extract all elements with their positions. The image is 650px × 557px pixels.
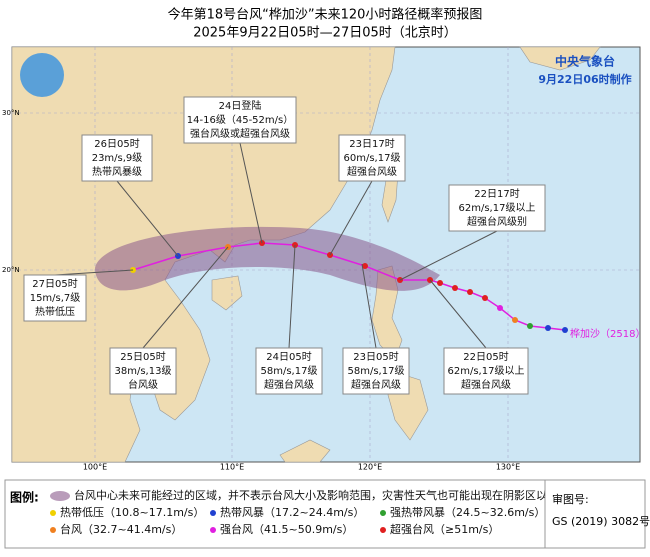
hainan (211, 275, 243, 311)
annotation-box (338, 134, 406, 182)
approval-number: GS (2019) 3082号 (552, 515, 650, 528)
annotation-text: 60m/s,17级 (344, 152, 401, 164)
annotation-text: 14-16级（45-52m/s） (187, 114, 293, 126)
leader-line (288, 244, 296, 349)
legend-dot (50, 527, 56, 533)
annotation-text: 24日登陆 (219, 99, 262, 112)
annotation-text: 62m/s,17级以上 (459, 202, 536, 214)
annotation-box (81, 134, 153, 182)
annotation-box (255, 347, 323, 395)
annotations: 24日登陆 14-16级（45-52m/s）强台风级或超强台风级 26日05时 23m… (23, 96, 546, 395)
lat-label: 30°N (2, 109, 20, 117)
annotation-text: 热带低压 (35, 305, 75, 318)
approval-label: 审图号: (552, 492, 589, 506)
annotation-text: 25日05时 (120, 351, 165, 363)
legend-box (4, 479, 546, 549)
annotation-text: 23日05时 (353, 351, 398, 363)
lat-label: 20°N (2, 266, 20, 274)
annotation-text: 23日17时 (349, 138, 394, 150)
annotation-box (448, 184, 546, 232)
annotation-text: 22日17时 (474, 188, 519, 200)
annotation-text: 62m/s,17级以上 (448, 365, 525, 377)
legend-item: 超强台风（≥51m/s） (390, 522, 499, 536)
annotation-box (183, 96, 297, 144)
annotation-text: 超强台风级 (351, 378, 401, 391)
leader-line (239, 142, 263, 244)
legend-dot (380, 510, 386, 516)
legend-dot (50, 510, 56, 516)
leader-line (116, 180, 179, 257)
legend-dot (380, 527, 386, 533)
map: 桦加沙（2518） 中央气象台 9月22日06时制作 (11, 46, 645, 463)
approval-box (544, 479, 646, 549)
cone-text: 台风中心未来可能经过的区域，并不表示台风大小及影响范围，灾害性天气也可能出现在阴… (74, 488, 558, 502)
legend-item: 强热带风暴（24.5~32.6m/s） (390, 506, 545, 519)
borneo (279, 439, 331, 463)
legend-dot (210, 510, 216, 516)
legend-item: 强台风（41.5~50.9m/s） (220, 522, 353, 536)
annotation-text: 超强台风级 (264, 378, 314, 391)
annotation-text: 58m/s,17级 (348, 365, 405, 377)
annotation-box (342, 347, 410, 395)
annotation-text: 台风级 (128, 378, 158, 391)
annotation-box (443, 347, 529, 395)
typhoon-label: 桦加沙（2518） (570, 327, 645, 340)
emblem (20, 53, 64, 97)
lon-label: 120°E (358, 463, 382, 472)
leader-line (361, 263, 377, 349)
lon-label: 100°E (83, 463, 107, 472)
annotation-text: 27日05时 (32, 278, 77, 290)
annotation-box (109, 347, 177, 395)
leader-line (329, 180, 373, 256)
legend-item: 热带低压（10.8~17.1m/s） (60, 506, 204, 519)
legend-item: 热带风暴（17.2~24.4m/s） (220, 506, 364, 519)
leader-line (399, 230, 498, 281)
subtitle: 2025年9月22日05时—27日05时（北京时） (193, 26, 457, 41)
legend: 图例: 台风中心未来可能经过的区域，并不表示台风大小及影响范围，灾害性天气也可能… (4, 479, 558, 549)
legend-dot (210, 527, 216, 533)
annotation-text: 58m/s,17级 (261, 365, 318, 377)
annotation-text: 26日05时 (94, 138, 139, 150)
annotation-text: 超强台风级别 (467, 215, 527, 228)
lon-label: 130°E (496, 463, 520, 472)
annotation-box (23, 274, 87, 322)
annotation-text: 15m/s,7级 (30, 292, 81, 304)
annotation-text: 强台风级或超强台风级 (190, 127, 290, 140)
annotation-text: 24日05时 (266, 351, 311, 363)
leader-line (54, 269, 134, 276)
leader-line (142, 246, 229, 349)
japan (519, 46, 601, 71)
made-time: 9月22日06时制作 (538, 72, 631, 86)
annotation-text: 22日05时 (463, 351, 508, 363)
annotation-text: 超强台风级 (347, 165, 397, 178)
leader-line (429, 279, 487, 349)
legend-title: 图例: (10, 490, 39, 505)
title: 今年第18号台风“桦加沙”未来120小时路径概率预报图 (168, 7, 483, 23)
legend-item: 台风（32.7~41.4m/s） (60, 522, 182, 536)
lon-label: 110°E (220, 463, 244, 472)
annotation-text: 38m/s,13级 (115, 365, 172, 377)
probability-cone (95, 226, 440, 291)
annotation-text: 23m/s,9级 (92, 152, 143, 164)
annotation-text: 热带风暴级 (92, 165, 142, 178)
annotation-text: 超强台风级 (461, 378, 511, 391)
cone-swatch (50, 491, 70, 501)
agency-name: 中央气象台 (555, 54, 615, 69)
